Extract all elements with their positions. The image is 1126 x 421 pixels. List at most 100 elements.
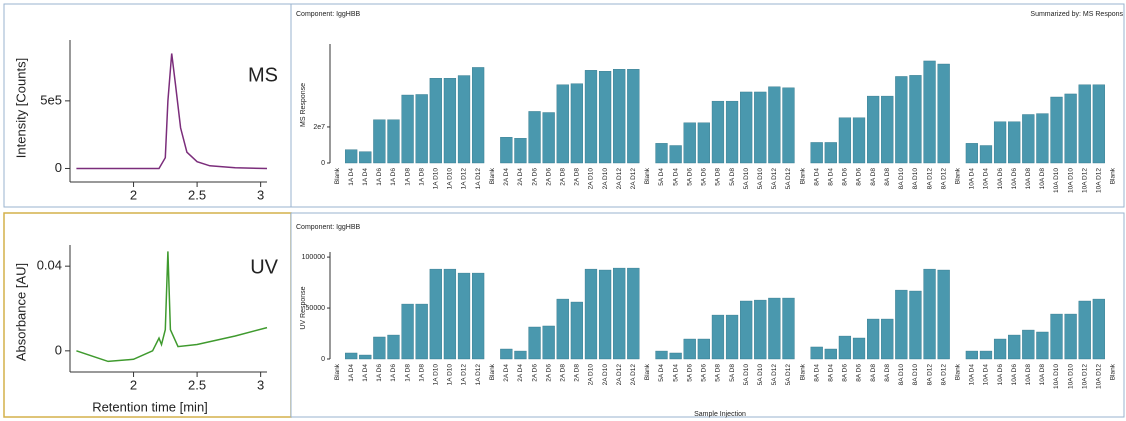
x-tick-label: 5A D4 — [672, 168, 679, 186]
bar — [711, 314, 725, 360]
x-tick-label: Blank — [954, 363, 961, 380]
x-tick-label: 10A D6 — [997, 364, 1004, 386]
x-tick-label: 2A D6 — [545, 364, 552, 382]
x-tick-label: 5A D8 — [715, 168, 722, 186]
x-tick-label: 5A D6 — [686, 168, 693, 186]
bar — [1064, 93, 1077, 164]
bar — [1050, 96, 1063, 164]
x-tick-label: 1A D8 — [404, 364, 411, 382]
bar — [895, 289, 908, 360]
bar — [1008, 334, 1021, 360]
x-tick-label: 5A D4 — [672, 364, 679, 382]
x-tick-label: 5A D10 — [757, 364, 764, 386]
bar — [754, 91, 767, 164]
bar — [881, 95, 894, 164]
x-tick-label: Blank — [644, 167, 651, 184]
bar — [740, 300, 753, 360]
bar — [867, 318, 880, 360]
x-tick-label: Blank — [334, 167, 341, 184]
bar — [387, 119, 400, 164]
x-tick-label: 2A D6 — [531, 364, 538, 382]
x-tick-label: 8A D12 — [926, 168, 933, 190]
x-tick-label: 1A D6 — [376, 364, 383, 382]
chart-title: Component: IggHBB — [296, 11, 361, 18]
x-tick-label: 10A D8 — [1025, 364, 1032, 386]
x-tick-label: 2A D12 — [630, 168, 637, 190]
x-tick-label: 2A D12 — [616, 364, 623, 386]
bar — [909, 290, 922, 360]
x-tick-label: 10A D12 — [1096, 364, 1103, 389]
bar — [443, 78, 457, 164]
bar — [1050, 313, 1063, 360]
bar — [852, 117, 866, 164]
bar — [810, 346, 823, 360]
bar — [655, 350, 668, 360]
bar — [1022, 114, 1035, 164]
x-tick-label: 8A D6 — [842, 364, 849, 382]
bar — [542, 325, 555, 360]
bar — [457, 75, 471, 164]
x-tick-label: 2A D4 — [503, 168, 510, 186]
x-tick-label: 10A D4 — [983, 168, 990, 190]
bar — [838, 335, 852, 360]
y-tick-label: 0 — [55, 160, 62, 175]
trace — [76, 251, 268, 363]
x-tick-label: 10A D4 — [969, 364, 976, 386]
x-tick-label: 10A D8 — [1039, 364, 1046, 386]
x-tick-label: 8A D10 — [898, 168, 905, 190]
bar — [979, 145, 993, 164]
x-tick-label: Blank — [954, 167, 961, 184]
y-tick-label: 0 — [321, 160, 325, 167]
bar — [824, 142, 837, 164]
x-tick-label: 8A D8 — [884, 168, 891, 186]
x-tick-label: 8A D8 — [870, 364, 877, 382]
bar — [1008, 121, 1021, 164]
bar — [1022, 329, 1035, 360]
bar — [613, 267, 626, 360]
x-tick-label: 8A D4 — [828, 364, 835, 382]
bar — [923, 60, 936, 164]
x-tick-label: 1A D10 — [447, 168, 454, 190]
bar — [359, 354, 372, 360]
bar — [1092, 298, 1105, 360]
bar — [1092, 84, 1105, 164]
annotation: UV — [250, 256, 278, 278]
bar — [373, 336, 386, 360]
bar — [852, 337, 866, 360]
x-tick-label: 1A D4 — [348, 364, 355, 382]
x-tick-label: 5A D12 — [771, 168, 778, 190]
x-tick-label: 5A D6 — [686, 364, 693, 382]
x-tick-label: 8A D6 — [856, 364, 863, 382]
x-tick-label: 1A D6 — [376, 168, 383, 186]
uv-chromatogram-panel — [3, 212, 292, 418]
bar — [613, 69, 626, 164]
x-tick-label: 1A D8 — [404, 168, 411, 186]
bar — [556, 84, 569, 164]
bar — [1036, 331, 1049, 360]
ms-chromatogram-panel — [3, 3, 292, 208]
x-tick-label: 5A D12 — [785, 168, 792, 190]
x-tick-label: 2A D6 — [531, 168, 538, 186]
x-tick-label: 8A D10 — [912, 364, 919, 386]
x-tick-label: 10A D12 — [1081, 168, 1088, 193]
y-axis-label: Absorbance [AU] — [13, 263, 28, 361]
x-tick-label: 10A D10 — [1067, 168, 1074, 193]
annotation: MS — [248, 64, 278, 86]
x-tick-label: 1A D8 — [418, 364, 425, 382]
x-tick-label: 2A D4 — [517, 168, 524, 186]
bar — [697, 122, 710, 164]
bar — [881, 318, 894, 360]
y-tick-label: 5e5 — [40, 92, 62, 107]
y-tick-label: 50000 — [306, 305, 326, 312]
x-tick-label: Blank — [334, 363, 341, 380]
x-tick-label: 3 — [257, 377, 264, 392]
x-tick-label: 10A D10 — [1053, 364, 1060, 389]
bar — [824, 348, 837, 360]
bar — [514, 350, 527, 360]
x-tick-label: 1A D4 — [362, 364, 369, 382]
x-tick-label: 5A D6 — [701, 168, 708, 186]
chart-title: Component: IggHBB — [296, 224, 361, 231]
bar — [711, 100, 725, 164]
bar — [500, 348, 513, 360]
y-tick-label: 0.04 — [37, 258, 62, 273]
